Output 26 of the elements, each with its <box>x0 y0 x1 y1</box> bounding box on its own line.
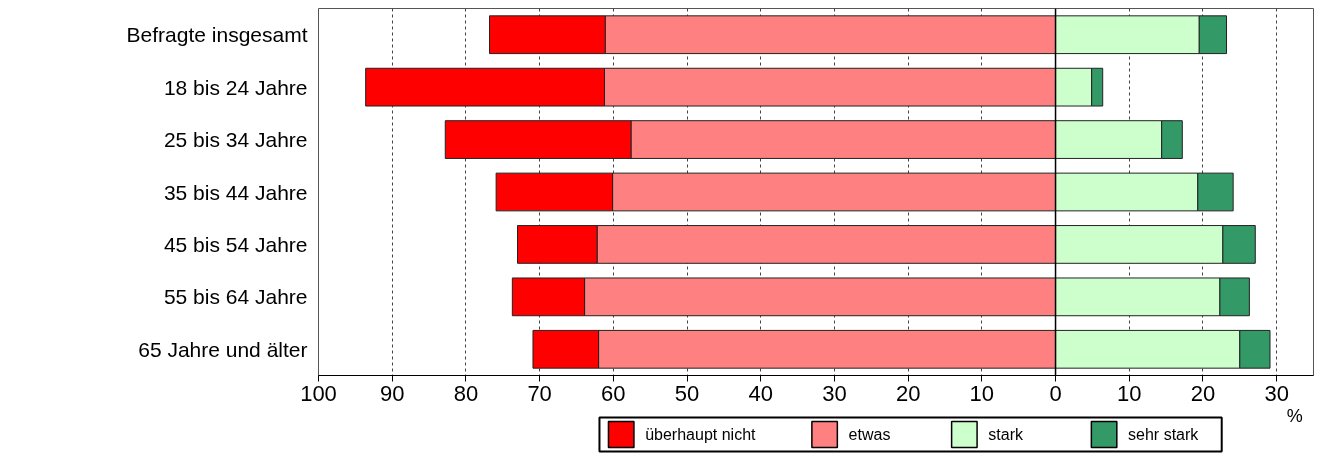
x-tick-label: 40 <box>748 380 773 406</box>
y-tick-label: 55 bis 64 Jahre <box>163 285 308 309</box>
x-tick-label: 30 <box>1264 380 1289 406</box>
y-tick-label: 45 bis 54 Jahre <box>163 232 308 256</box>
y-tick-label: 18 bis 24 Jahre <box>163 75 308 99</box>
x-tick-label: 60 <box>601 380 626 406</box>
y-tick-label: 35 bis 44 Jahre <box>163 180 308 204</box>
x-tick-label: 0 <box>1049 380 1062 406</box>
x-tick-label: 20 <box>1190 380 1216 406</box>
x-tick-label: 50 <box>674 380 700 406</box>
x-tick-label: 70 <box>527 380 552 406</box>
x-axis-title: % <box>1286 405 1303 426</box>
x-tick-label: 10 <box>1117 380 1142 406</box>
x-tick-label: 10 <box>969 380 995 406</box>
x-tick-label: 100 <box>300 380 337 406</box>
legend-label: sehr stark <box>1128 426 1200 443</box>
y-tick-label: Befragte insgesamt <box>126 23 308 47</box>
x-tick-label: 90 <box>379 380 405 406</box>
legend-label: etwas <box>848 426 891 443</box>
x-tick-label: 20 <box>895 380 921 406</box>
y-tick-label: 65 Jahre und älter <box>138 337 308 361</box>
x-tick-label: 80 <box>453 380 479 406</box>
legend-label: überhaupt nicht <box>645 426 757 443</box>
y-tick-label: 25 bis 34 Jahre <box>163 128 308 152</box>
legend-label: stark <box>988 426 1024 443</box>
x-tick-label: 30 <box>822 380 847 406</box>
